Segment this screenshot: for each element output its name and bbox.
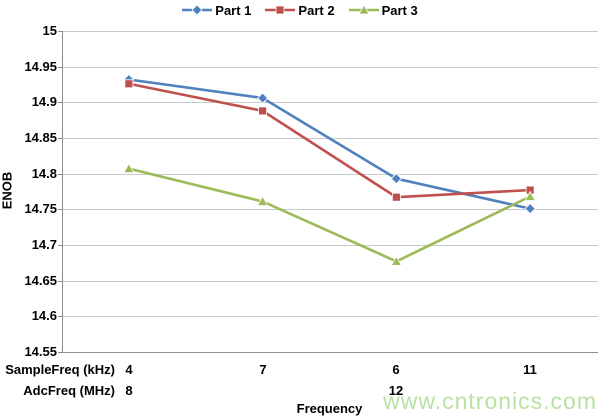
data-point-part-2 [391, 192, 401, 202]
x-axis-title: Frequency [296, 401, 363, 416]
data-point-part-3 [256, 195, 269, 206]
y-tick-mark [58, 316, 62, 317]
x-tick-value: 11 [523, 362, 537, 377]
y-tick-mark [58, 352, 62, 353]
y-gridline [62, 316, 598, 317]
y-tick-label: 14.55 [24, 344, 57, 359]
data-point-part-3 [390, 255, 403, 266]
y-tick-label: 14.8 [31, 166, 57, 181]
data-point-part-1 [257, 92, 269, 104]
data-point-part-1 [524, 203, 536, 215]
x-axis-line [62, 352, 598, 353]
x-tick-value: 12 [388, 383, 404, 398]
y-tick-label: 14.7 [31, 237, 57, 252]
y-gridline [62, 174, 598, 175]
legend-item-part-3: Part 3 [348, 2, 418, 18]
y-axis-line [62, 31, 63, 352]
y-tick-mark [58, 31, 62, 32]
y-tick-label: 14.65 [24, 273, 57, 288]
y-tick-mark [58, 102, 62, 103]
x-axis-row-label: SampleFreq (kHz) [5, 362, 115, 377]
data-point-part-2 [124, 79, 134, 89]
series-line-part-3 [128, 167, 531, 263]
x-tick-value: 8 [125, 383, 133, 398]
square-marker-icon [265, 5, 296, 15]
y-tick-mark [58, 209, 62, 210]
y-gridline [62, 245, 598, 246]
diamond-marker-icon [182, 4, 213, 16]
y-tick-label: 15 [42, 23, 57, 38]
chart-legend: Part 1 Part 2 Part 3 [0, 0, 600, 20]
y-gridline [62, 209, 598, 210]
legend-label: Part 1 [215, 2, 252, 18]
data-point-part-3 [123, 162, 135, 174]
y-tick-mark [58, 245, 62, 246]
y-tick-label: 14.85 [24, 130, 57, 145]
legend-item-part-1: Part 1 [182, 3, 251, 18]
legend-label: Part 2 [298, 2, 335, 18]
y-tick-label: 14.75 [24, 201, 57, 216]
series-line-part-2 [128, 82, 531, 199]
series-line-part-1 [128, 78, 531, 210]
data-point-part-3 [524, 190, 536, 201]
triangle-marker-icon [348, 4, 379, 15]
y-tick-label: 14.6 [31, 308, 57, 323]
y-gridline [62, 67, 598, 68]
y-tick-mark [58, 67, 62, 68]
x-tick-value: 4 [125, 362, 133, 377]
legend-item-part-2: Part 2 [265, 2, 335, 18]
y-gridline [62, 102, 598, 103]
x-tick-value: 7 [259, 362, 267, 377]
y-gridline [62, 281, 598, 282]
x-axis-row-label: AdcFreq (MHz) [23, 383, 115, 398]
x-tick-value: 6 [392, 362, 400, 377]
y-tick-label: 14.9 [31, 94, 57, 109]
data-point-part-1 [390, 173, 402, 185]
y-tick-mark [58, 174, 62, 175]
y-tick-label: 14.95 [24, 59, 57, 74]
y-tick-mark [58, 138, 62, 139]
data-point-part-2 [258, 106, 268, 116]
legend-label: Part 3 [381, 2, 418, 18]
y-tick-mark [58, 281, 62, 282]
y-gridline [62, 31, 598, 32]
watermark: www.cntronics.com [383, 388, 597, 414]
